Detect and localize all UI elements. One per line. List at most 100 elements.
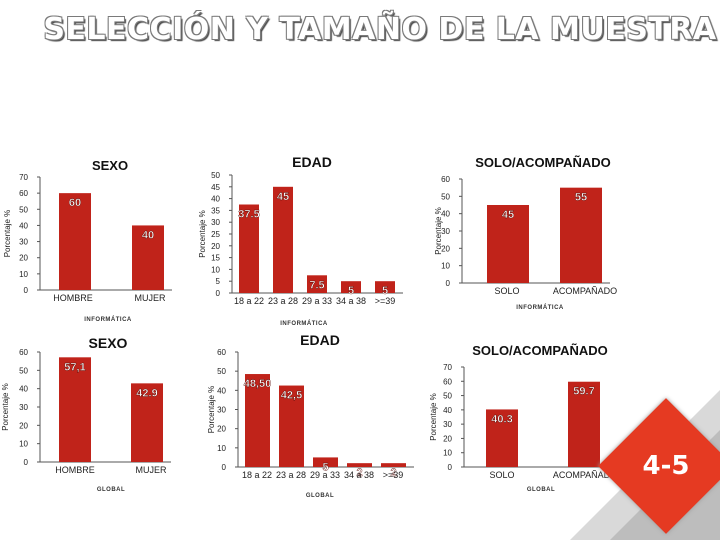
y-tick-label: 50 [217, 367, 226, 376]
y-tick-label: 40 [443, 406, 452, 415]
data-label: 5 [348, 285, 354, 297]
y-tick-label: 10 [211, 265, 220, 274]
bar-23-a-28 [273, 186, 293, 293]
x-tick-label: HOMBRE [53, 293, 93, 303]
data-label: 5 [322, 461, 328, 473]
bar-34-a-38 [341, 281, 361, 293]
bar-23-a-28 [279, 385, 304, 467]
bar-acompa-ado [568, 381, 600, 467]
bar-acompa-ado [560, 187, 602, 283]
data-label: 40.3 [491, 413, 512, 425]
y-tick-label: 20 [19, 254, 28, 263]
chart-title: EDAD [300, 332, 340, 348]
chart-global_solo: SOLO/ACOMPAÑADO Porcentaje % 0 10 20 30 40 50 60… [429, 343, 617, 493]
data-label: 37.5 [238, 209, 259, 221]
x-tick-label: 18 a 22 [242, 470, 272, 480]
x-tick-label: 23 a 28 [268, 296, 298, 306]
bar--39 [375, 281, 395, 293]
y-tick-label: 50 [19, 205, 28, 214]
y-tick-label: 60 [443, 377, 452, 386]
x-tick-label: HOMBRE [55, 465, 95, 475]
bar-solo [486, 409, 518, 467]
y-tick-label: 0 [216, 289, 221, 298]
data-label: 45 [502, 209, 514, 221]
y-axis-label: Porcentaje % [3, 210, 12, 258]
x-tick-label: 29 a 33 [310, 470, 340, 480]
chart-footer: GLOBAL [97, 487, 125, 493]
bar-29-a-33 [307, 275, 327, 293]
y-tick-label: 10 [217, 444, 226, 453]
y-tick-label: 20 [443, 434, 452, 443]
data-label: 40 [142, 229, 154, 241]
y-tick-label: 15 [211, 254, 220, 263]
chart-global_sexo: SEXO Porcentaje % 0 10 20 30 40 50 60 57,1 HOMBRE 4… [1, 335, 171, 493]
chart-footer: INFORMÁTICA [84, 316, 132, 323]
y-tick-label: 30 [443, 420, 452, 429]
y-tick-label: 10 [441, 262, 450, 271]
y-tick-label: 30 [211, 218, 220, 227]
chart-footer: GLOBAL [527, 487, 555, 493]
chart-footer: INFORMÁTICA [280, 320, 328, 327]
chart-title: SEXO [89, 335, 128, 351]
x-tick-label: MUJER [135, 293, 166, 303]
y-tick-label: 70 [19, 173, 28, 182]
y-tick-label: 40 [211, 195, 220, 204]
y-tick-label: 20 [211, 242, 220, 251]
y-tick-label: 50 [211, 171, 220, 180]
y-tick-label: 60 [441, 175, 450, 184]
y-tick-label: 60 [19, 348, 28, 357]
x-tick-label: 29 a 33 [302, 296, 332, 306]
data-label: 60 [69, 197, 81, 209]
bar-hombre [59, 357, 91, 462]
slide-number: 4-5 [642, 451, 690, 481]
data-label: 45 [277, 191, 289, 203]
y-tick-label: 0 [24, 286, 29, 295]
chart-info_solo: SOLO/ACOMPAÑADO Porcentaje % 0 10 20 30 40 50 60… [434, 155, 617, 311]
y-tick-label: 0 [24, 458, 29, 467]
data-label: 42,5 [281, 390, 302, 402]
y-tick-label: 50 [441, 192, 450, 201]
y-tick-label: 20 [19, 421, 28, 430]
bar-34-a-38 [347, 463, 372, 467]
x-tick-label: 34 a 38 [344, 470, 374, 480]
chart-title: EDAD [292, 154, 332, 170]
data-label: 42.9 [136, 387, 157, 399]
y-tick-label: 25 [211, 230, 220, 239]
y-tick-label: 50 [443, 392, 452, 401]
y-tick-label: 40 [19, 385, 28, 394]
x-tick-label: 34 a 38 [336, 296, 366, 306]
data-label: 57,1 [64, 361, 85, 373]
bar-29-a-33 [313, 457, 338, 467]
y-tick-label: 5 [216, 277, 221, 286]
x-tick-label: 18 a 22 [234, 296, 264, 306]
x-tick-label: >=39 [375, 296, 396, 306]
y-tick-label: 40 [19, 221, 28, 230]
y-tick-label: 35 [211, 206, 220, 215]
y-tick-label: 30 [217, 406, 226, 415]
y-tick-label: 60 [217, 348, 226, 357]
bar-mujer [131, 383, 163, 462]
y-tick-label: 50 [19, 366, 28, 375]
y-tick-label: 30 [441, 227, 450, 236]
chart-title: SOLO/ACOMPAÑADO [475, 155, 611, 170]
y-tick-label: 40 [441, 210, 450, 219]
bar-mujer [132, 225, 164, 290]
bar--39 [381, 463, 406, 467]
y-tick-label: 60 [19, 189, 28, 198]
y-tick-label: 0 [448, 463, 453, 472]
y-tick-label: 40 [217, 386, 226, 395]
chart-footer: INFORMÁTICA [516, 304, 564, 311]
x-tick-label: MUJER [136, 465, 167, 475]
y-tick-label: 45 [211, 183, 220, 192]
y-tick-label: 0 [222, 463, 227, 472]
x-tick-label: ACOMPAÑADO [553, 286, 617, 296]
y-tick-label: 10 [19, 270, 28, 279]
y-tick-label: 30 [19, 238, 28, 247]
y-axis-label: Porcentaje % [1, 383, 10, 431]
bar-solo [487, 205, 529, 283]
data-label: 59.7 [573, 386, 594, 398]
y-tick-label: 0 [446, 279, 451, 288]
y-axis-label: Porcentaje % [434, 207, 443, 255]
y-tick-label: 30 [19, 403, 28, 412]
